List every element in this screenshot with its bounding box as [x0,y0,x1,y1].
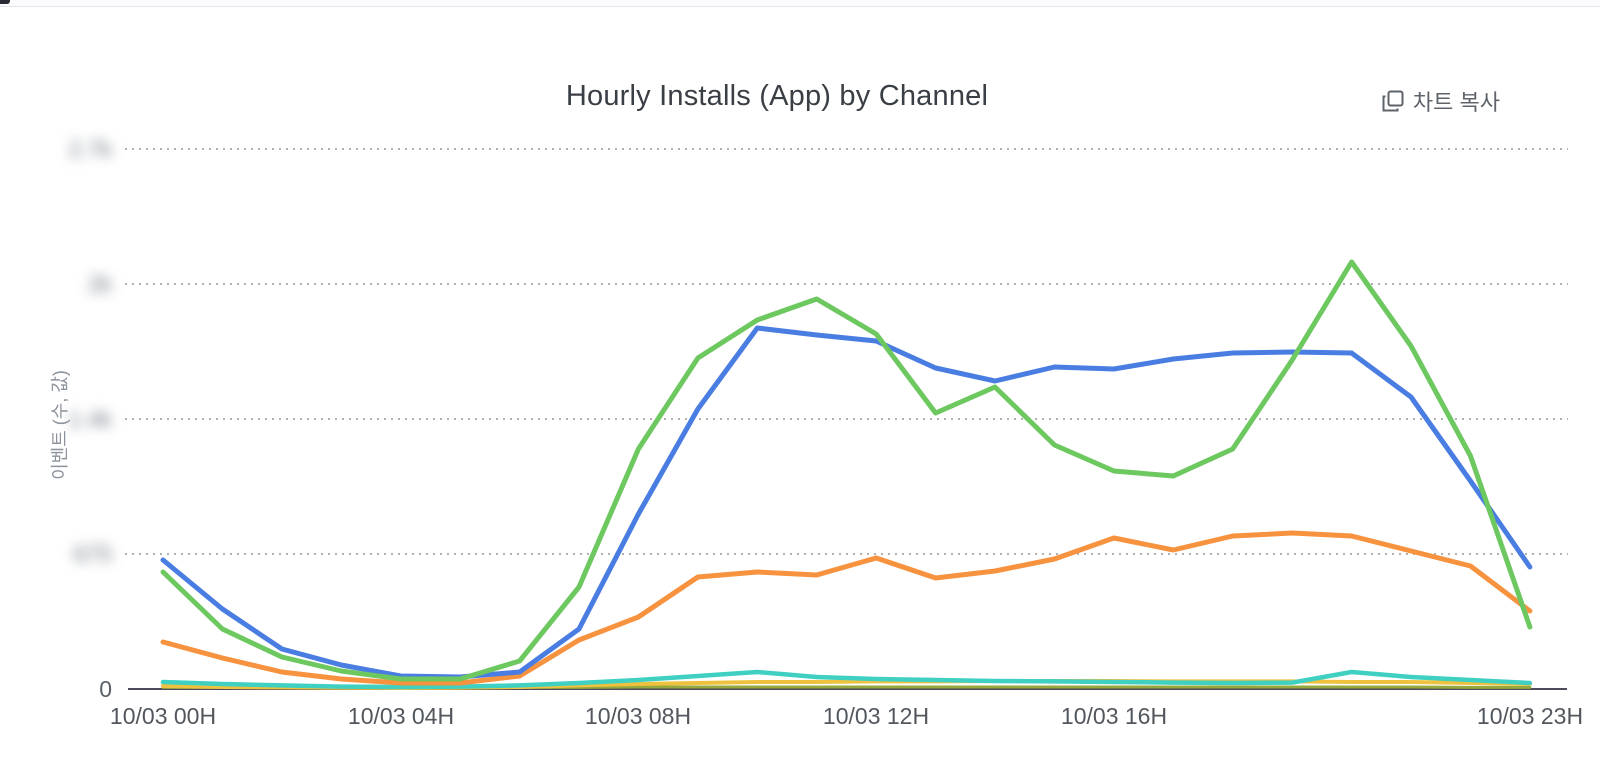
y-tick-label: 0 [99,676,112,702]
x-tick-label: 10/03 16H [1060,703,1168,729]
copy-button-label: 차트 복사 [1412,90,1500,115]
x-tick-label: 10/03 08H [584,703,692,729]
y-tick-label: 1.4k [68,406,112,432]
y-tick-label: 675 [73,541,112,567]
copy-chart-button[interactable]: 차트 복사 [1376,84,1506,118]
series-line-blue-channel [160,325,1533,680]
y-axis-labels: 2.7k 2k 1.4k 675 0 [0,0,112,757]
series-line-teal-channel [160,669,1533,690]
x-tick-label: 10/03 12H [822,703,930,729]
page-title: Hourly Installs (App) by Channel [565,80,989,112]
y-tick-label: 2k [87,271,112,297]
x-tick-label: 10/03 04H [347,703,455,729]
x-tick-label: 10/03 00H [109,703,217,729]
y-tick-label: 2.7k [68,136,112,162]
series-line-green-channel [160,259,1533,682]
copy-icon [1382,90,1404,112]
top-border [0,0,1600,7]
series-line-orange-channel [160,530,1533,686]
window-corner-mark [0,0,10,4]
x-tick-label: 10/03 23H [1476,703,1584,729]
